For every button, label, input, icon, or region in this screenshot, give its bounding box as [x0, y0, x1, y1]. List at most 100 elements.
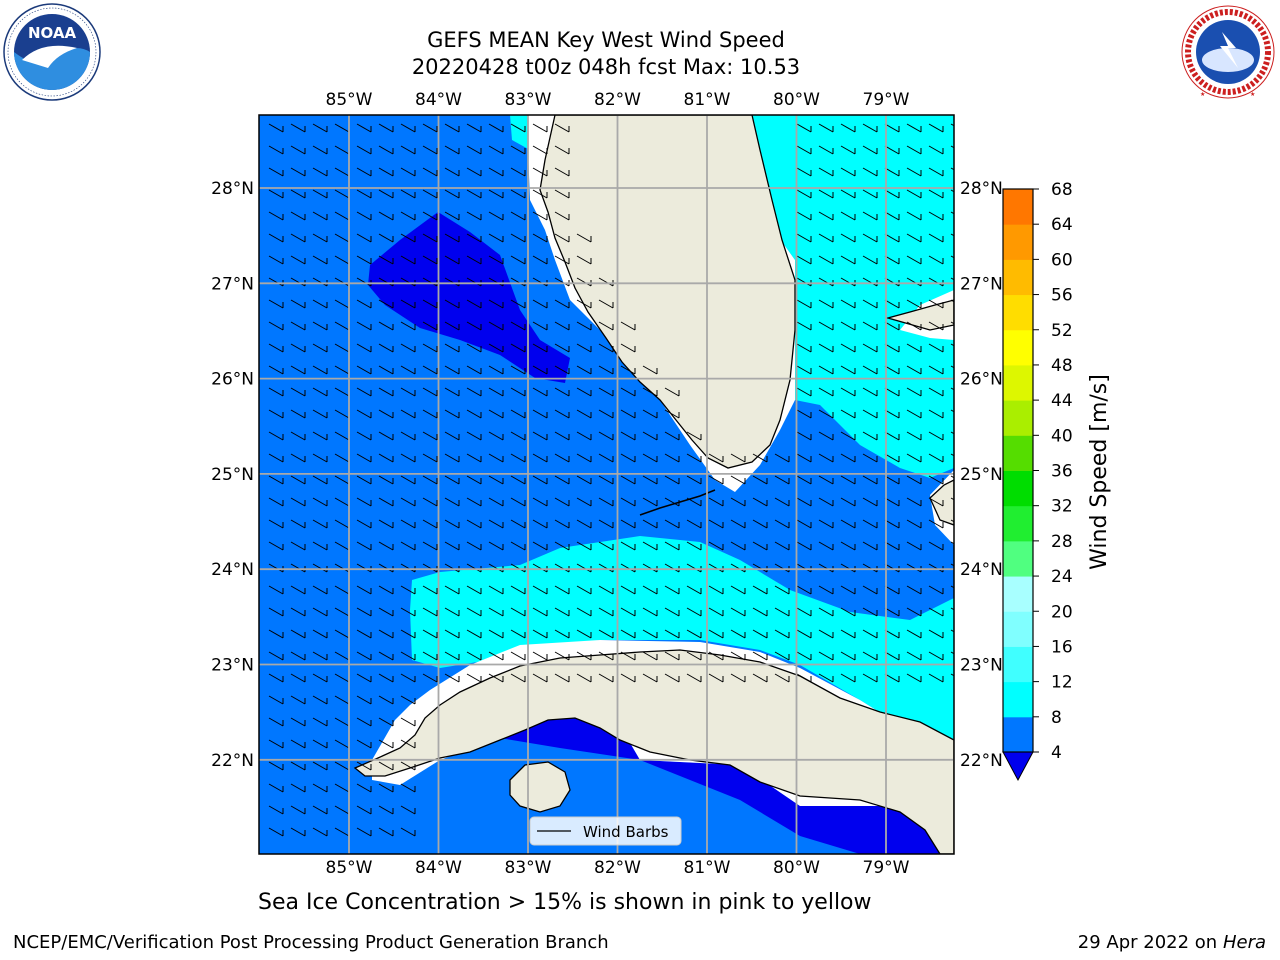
wind-barb [378, 585, 394, 595]
wind-barb [488, 233, 504, 243]
wind-barb [708, 497, 724, 507]
lat-label-right: 22°N [960, 751, 1003, 771]
wind-barb [774, 629, 790, 639]
colorbar-tick-label: 52 [1051, 321, 1073, 341]
land-andros [929, 479, 954, 526]
wind-barb [444, 453, 460, 463]
wind-barb [356, 145, 372, 155]
colorbar-segment [1003, 716, 1033, 753]
wind-barb [884, 541, 900, 551]
wind-barb [554, 123, 570, 133]
wind-barb [554, 475, 570, 485]
wind-barb [312, 497, 328, 507]
wind-barb [466, 299, 482, 309]
wind-barb [532, 497, 548, 507]
wind-barb [840, 409, 856, 419]
wind-barb [268, 189, 284, 199]
wind-barb [488, 453, 504, 463]
wind-barb [576, 255, 592, 265]
wind-barb [840, 299, 856, 309]
wind-barb [466, 431, 482, 441]
wind-barb [422, 629, 438, 639]
wind-barb [444, 651, 460, 661]
wind-barb [620, 497, 636, 507]
colorbar-segment [1003, 294, 1033, 331]
wind-barb [642, 475, 658, 485]
wind-barb [378, 387, 394, 397]
wind-barb [796, 651, 812, 661]
wind-barb [444, 409, 460, 419]
wind-barb [708, 541, 724, 551]
wind-barb [290, 167, 306, 177]
wind-barb [906, 211, 922, 221]
wind-barb [268, 475, 284, 485]
wind-barb [510, 431, 526, 441]
wind-barb [510, 211, 526, 221]
wind-barb [818, 189, 834, 199]
wind-barb [378, 167, 394, 177]
wind-barb [400, 453, 416, 463]
wind-barb [554, 321, 570, 331]
colorbar-tick-label: 4 [1051, 743, 1062, 763]
wind-barb [906, 541, 922, 551]
wind-barb [576, 541, 592, 551]
wind-barb [378, 211, 394, 221]
wind-barb [906, 299, 922, 309]
wind-barb [906, 233, 922, 243]
wind-barb [730, 475, 746, 485]
wind-barb [862, 607, 878, 617]
wind-barb [862, 255, 878, 265]
wind-barb [268, 739, 284, 749]
colorbar-segment [1003, 224, 1033, 260]
wind-barb [312, 519, 328, 529]
wind-barb [620, 343, 636, 353]
wind-barb [884, 519, 900, 529]
wind-barb [576, 409, 592, 419]
wind-barb [356, 783, 372, 793]
wind-barb [466, 651, 482, 661]
wind-barb [378, 541, 394, 551]
wind-barb [818, 431, 834, 441]
wind-barb [708, 607, 724, 617]
wind-barb [312, 343, 328, 353]
wind-barb [378, 123, 394, 133]
wind-barb [818, 409, 834, 419]
wind-barb [576, 585, 592, 595]
wind-barb [378, 739, 394, 749]
wind-barb [400, 211, 416, 221]
wind-barb [510, 123, 526, 133]
wind-barb [862, 673, 878, 683]
wind-barb [642, 607, 658, 617]
wind-barb [444, 167, 460, 177]
wind-barb [488, 431, 504, 441]
wind-barb [378, 783, 394, 793]
wind-barb [312, 673, 328, 683]
host-name: Hera [1222, 932, 1266, 953]
wind-barb [532, 519, 548, 529]
wind-barb [840, 123, 856, 133]
wind-barb [444, 299, 460, 309]
wind-barb [510, 541, 526, 551]
lat-label-left: 22°N [211, 751, 254, 771]
wind-barb [532, 299, 548, 309]
wind-barb [488, 167, 504, 177]
wind-barb [378, 453, 394, 463]
wind-barb [510, 387, 526, 397]
nws-logo-icon: ★ ★ [1180, 4, 1276, 100]
wind-barb [598, 673, 614, 683]
wind-barb [664, 475, 680, 485]
wind-barb [356, 585, 372, 595]
wind-barb [444, 607, 460, 617]
wind-barb [620, 585, 636, 595]
wind-barb [642, 651, 658, 661]
wind-barb [378, 673, 394, 683]
wind-barb [466, 123, 482, 133]
wind-barb [554, 409, 570, 419]
wind-barb [378, 519, 394, 529]
wind-barb [884, 321, 900, 331]
wind-barb [598, 299, 614, 309]
colorbar-segment [1003, 576, 1033, 612]
wind-barb [906, 189, 922, 199]
wind-barb [884, 387, 900, 397]
